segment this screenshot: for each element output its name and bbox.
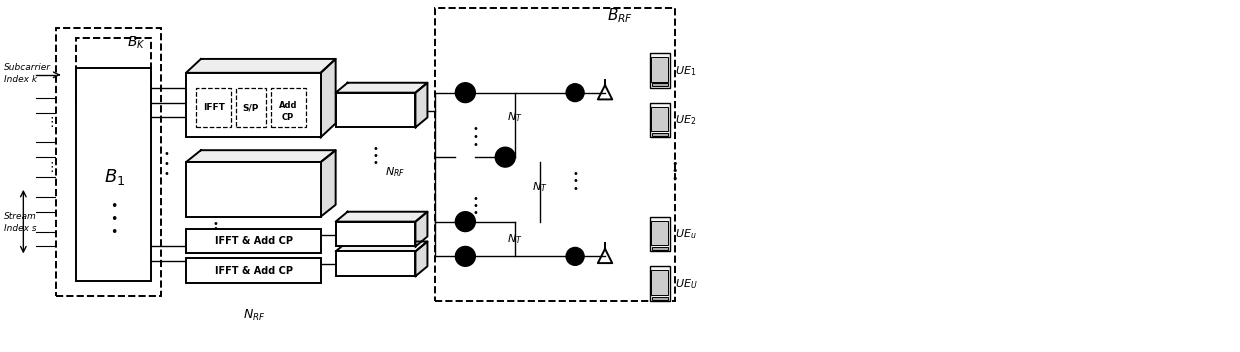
Text: •: • — [164, 149, 169, 159]
Text: •: • — [372, 158, 378, 168]
Bar — [652, 133, 668, 136]
Bar — [196, 88, 231, 127]
Bar — [76, 68, 151, 281]
Text: $UE_2$: $UE_2$ — [675, 114, 696, 127]
Text: •: • — [472, 194, 479, 204]
Circle shape — [455, 246, 475, 266]
Text: IFFT: IFFT — [203, 103, 224, 112]
Text: •: • — [213, 224, 218, 234]
Text: •: • — [672, 174, 678, 184]
Bar — [336, 222, 415, 246]
Text: •: • — [110, 200, 118, 213]
Circle shape — [567, 84, 584, 102]
Text: •: • — [372, 151, 378, 161]
Text: •: • — [672, 166, 678, 176]
Text: $UE_u$: $UE_u$ — [675, 228, 697, 241]
Bar — [186, 258, 321, 283]
Text: •: • — [164, 169, 169, 179]
Text: Subcarrier: Subcarrier — [5, 63, 51, 73]
Text: IFFT & Add CP: IFFT & Add CP — [215, 266, 293, 276]
Polygon shape — [415, 241, 428, 276]
Bar — [650, 102, 670, 137]
Text: •: • — [208, 192, 213, 202]
Polygon shape — [336, 241, 428, 251]
Text: $N_{RF}$: $N_{RF}$ — [243, 308, 265, 323]
Text: Index s: Index s — [5, 224, 37, 233]
Bar — [652, 247, 668, 250]
Text: $UE_U$: $UE_U$ — [675, 277, 698, 291]
Circle shape — [455, 83, 475, 102]
Text: RF Chain: RF Chain — [351, 259, 401, 269]
Text: ⋮: ⋮ — [45, 116, 57, 129]
Circle shape — [455, 212, 475, 232]
Text: Stream: Stream — [5, 212, 37, 221]
Text: RF Chain: RF Chain — [351, 106, 401, 115]
Text: $N_{RF}$: $N_{RF}$ — [233, 179, 258, 195]
Polygon shape — [415, 83, 428, 127]
Text: $N_T$: $N_T$ — [532, 180, 548, 194]
Bar — [186, 162, 321, 217]
Polygon shape — [336, 212, 428, 222]
Text: •: • — [472, 208, 479, 218]
Text: RF Chain: RF Chain — [351, 230, 401, 239]
Bar — [651, 107, 668, 131]
Polygon shape — [336, 83, 428, 93]
Circle shape — [495, 147, 516, 167]
Text: Add: Add — [279, 101, 298, 110]
Text: •: • — [372, 144, 378, 154]
Bar — [651, 270, 668, 295]
Text: •: • — [208, 199, 213, 209]
Text: •: • — [472, 201, 479, 211]
Bar — [336, 251, 415, 276]
Text: $B_1$: $B_1$ — [103, 167, 125, 187]
Text: •: • — [672, 159, 678, 169]
Bar — [435, 8, 675, 301]
Text: •: • — [572, 176, 578, 186]
Bar — [270, 88, 306, 127]
Text: •: • — [572, 184, 578, 194]
Text: $N_T$: $N_T$ — [507, 233, 523, 246]
Text: •: • — [572, 169, 578, 179]
Bar — [650, 53, 670, 88]
Text: •: • — [213, 219, 218, 228]
Polygon shape — [321, 59, 336, 137]
Polygon shape — [321, 150, 336, 217]
Bar — [186, 228, 321, 253]
Bar — [650, 217, 670, 251]
Text: •: • — [208, 206, 213, 216]
Bar — [652, 296, 668, 300]
Text: S/P: S/P — [243, 103, 259, 112]
Bar — [186, 73, 321, 137]
Text: CP: CP — [281, 113, 294, 122]
Polygon shape — [186, 59, 336, 73]
Text: •: • — [110, 213, 118, 226]
Bar — [76, 38, 151, 108]
Text: $N_{RF}$: $N_{RF}$ — [386, 165, 405, 179]
Bar — [651, 221, 668, 245]
Text: •: • — [472, 140, 479, 150]
Text: $B_K$: $B_K$ — [126, 35, 145, 51]
Bar — [336, 93, 415, 127]
Bar — [651, 57, 668, 82]
Polygon shape — [186, 150, 336, 162]
Text: Index k: Index k — [5, 75, 37, 84]
Text: •: • — [472, 124, 479, 134]
Bar — [236, 88, 265, 127]
Text: $B_{RF}$: $B_{RF}$ — [606, 6, 634, 25]
Text: $N_T$: $N_T$ — [507, 111, 523, 124]
Text: ⋮: ⋮ — [45, 161, 57, 174]
Text: •: • — [472, 132, 479, 142]
Text: •: • — [164, 159, 169, 169]
Text: $UE_1$: $UE_1$ — [675, 64, 697, 78]
Bar — [650, 266, 670, 301]
Text: •: • — [110, 226, 118, 239]
Polygon shape — [415, 212, 428, 246]
Bar — [56, 28, 161, 296]
Circle shape — [567, 247, 584, 265]
Text: IFFT & Add CP: IFFT & Add CP — [215, 237, 293, 246]
Bar — [652, 83, 668, 86]
